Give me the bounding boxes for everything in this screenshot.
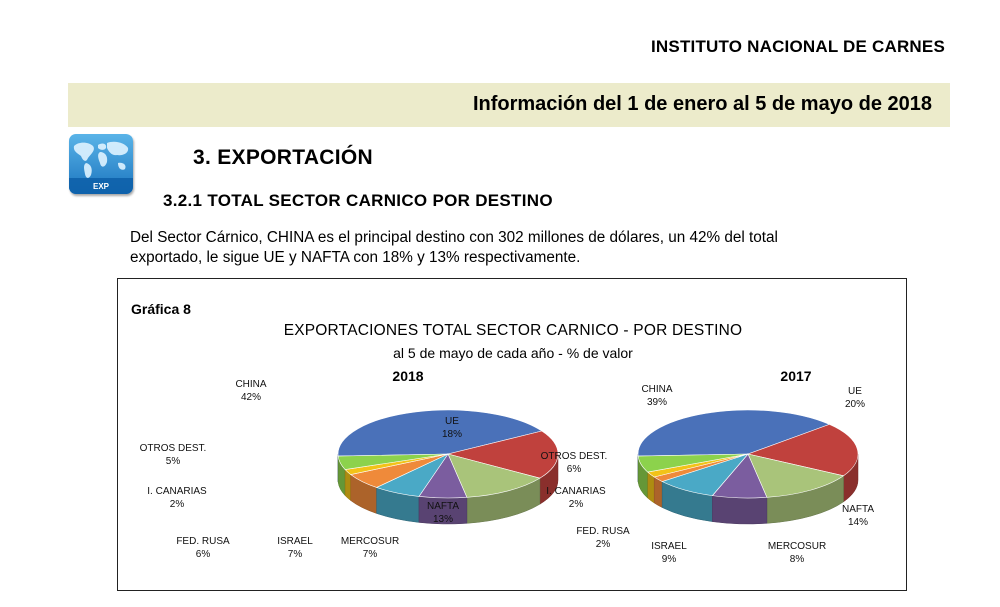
period-banner: Información del 1 de enero al 5 de mayo … [68, 83, 950, 127]
summary-line-1: Del Sector Cárnico, CHINA es el principa… [130, 229, 778, 246]
pie-2018: 2018 CHINA 42% UE 18% NAFTA 13% MERCOSUR 7% ISRAE… [140, 368, 559, 560]
pie-charts: 2018 CHINA 42% UE 18% NAFTA 13% MERCOSUR 7% ISRAE… [140, 368, 875, 565]
pie-value-i-canarias: 2% [569, 499, 584, 510]
pie-value-otros-dest: 5% [166, 456, 181, 467]
pie-value-israel: 7% [288, 549, 303, 560]
pie-slice-ue [447, 430, 559, 479]
pie-label-i-canarias: I. CANARIAS [147, 486, 207, 497]
institute-name: INSTITUTO NACIONAL DE CARNES [651, 37, 945, 56]
pie-label-israel: ISRAEL [651, 541, 687, 552]
pie-label-china: CHINA [235, 379, 266, 390]
pie-label-otros-dest: OTROS DEST. [140, 443, 207, 454]
pie-slice-ue [746, 424, 859, 477]
pie-side-i-canarias [647, 471, 655, 504]
chart-title: EXPORTACIONES TOTAL SECTOR CARNICO - POR… [283, 322, 743, 339]
section-title: 3. EXPORTACIÓN [193, 146, 374, 169]
pie-year-2018: 2018 [392, 368, 423, 384]
pie-label-china: CHINA [641, 384, 672, 395]
pie-value-ue: 18% [442, 429, 462, 440]
pie-value-nafta: 13% [433, 514, 453, 525]
pie-value-mercosur: 7% [363, 549, 378, 560]
pie-label-ue: UE [848, 386, 862, 397]
pie-value-china: 39% [647, 397, 667, 408]
subsection-title: 3.2.1 TOTAL SECTOR CARNICO POR DESTINO [163, 191, 553, 210]
pie-slice-nafta [747, 453, 845, 498]
pie-side-mercosur [712, 495, 768, 525]
pie-label-fed-rusa: FED. RUSA [176, 536, 230, 547]
pie-value-mercosur: 8% [790, 554, 805, 565]
pie-side-fed-rusa [653, 476, 663, 508]
chart-subtitle: al 5 de mayo de cada año - % de valor [393, 345, 633, 361]
pie-label-fed-rusa: FED. RUSA [576, 526, 630, 537]
pie-slice-china [637, 409, 831, 457]
pie-value-china: 42% [241, 392, 261, 403]
pie-slice-otros-dest [337, 453, 449, 470]
pie-slice-otros-dest [637, 453, 749, 473]
pie-slice-china [337, 409, 543, 457]
pie-label-nafta: NAFTA [427, 501, 459, 512]
pie-value-fed-rusa: 6% [196, 549, 211, 560]
pie-slice-nafta [447, 453, 541, 498]
pie-label-mercosur: MERCOSUR [341, 536, 399, 547]
summary-paragraph: Del Sector Cárnico, CHINA es el principa… [130, 228, 890, 268]
pie-label-i-canarias: I. CANARIAS [546, 486, 606, 497]
pie-label-ue: UE [445, 416, 459, 427]
pie-value-nafta: 14% [848, 517, 868, 528]
summary-line-2: exportado, le sigue UE y NAFTA con 18% y… [130, 249, 581, 266]
pie-value-otros-dest: 6% [567, 464, 582, 475]
pie-year-2017: 2017 [780, 368, 811, 384]
pie-label-otros-dest: OTROS DEST. [541, 451, 608, 462]
pie-2017: 2017 CHINA 39% UE 20% NAFTA 14% MERCOSUR 8% ISRAE… [541, 368, 875, 565]
world-map-icon: EXP [69, 134, 133, 194]
pie-value-i-canarias: 2% [170, 499, 185, 510]
pie-value-fed-rusa: 2% [596, 539, 611, 550]
pie-label-nafta: NAFTA [842, 504, 874, 515]
chart-caption: Gráfica 8 [131, 301, 191, 317]
chart-frame: Gráfica 8 EXPORTACIONES TOTAL SECTOR CAR… [117, 278, 907, 591]
exp-label: EXP [92, 182, 109, 191]
pie-label-israel: ISRAEL [277, 536, 313, 547]
period-text: Información del 1 de enero al 5 de mayo … [472, 93, 932, 115]
pie-label-mercosur: MERCOSUR [768, 541, 826, 552]
pie-value-ue: 20% [845, 399, 865, 410]
pie-value-israel: 9% [662, 554, 677, 565]
